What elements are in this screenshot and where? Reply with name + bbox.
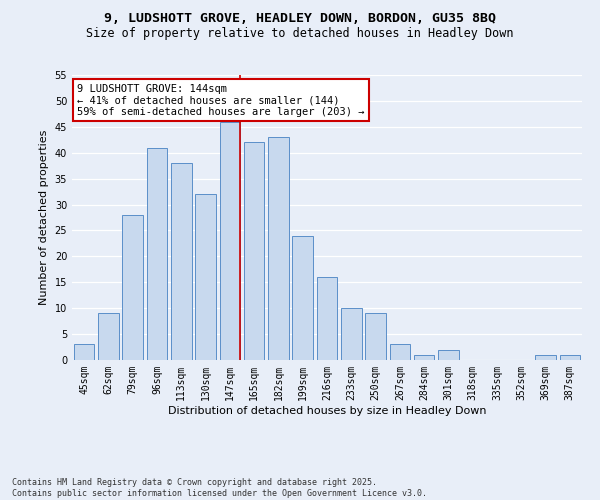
Bar	[74, 344, 94, 360]
Bar	[341, 308, 362, 360]
Bar	[220, 122, 240, 360]
Text: Contains HM Land Registry data © Crown copyright and database right 2025.
Contai: Contains HM Land Registry data © Crown c…	[12, 478, 427, 498]
Text: 9, LUDSHOTT GROVE, HEADLEY DOWN, BORDON, GU35 8BQ: 9, LUDSHOTT GROVE, HEADLEY DOWN, BORDON,…	[104, 12, 496, 26]
X-axis label: Distribution of detached houses by size in Headley Down: Distribution of detached houses by size …	[168, 406, 486, 415]
Bar	[560, 355, 580, 360]
Bar	[98, 314, 119, 360]
Bar	[292, 236, 313, 360]
Bar	[317, 277, 337, 360]
Bar	[171, 163, 191, 360]
Bar	[389, 344, 410, 360]
Bar	[414, 355, 434, 360]
Bar	[268, 137, 289, 360]
Y-axis label: Number of detached properties: Number of detached properties	[39, 130, 49, 305]
Bar	[244, 142, 265, 360]
Text: 9 LUDSHOTT GROVE: 144sqm
← 41% of detached houses are smaller (144)
59% of semi-: 9 LUDSHOTT GROVE: 144sqm ← 41% of detach…	[77, 84, 365, 116]
Bar	[122, 215, 143, 360]
Bar	[195, 194, 216, 360]
Bar	[365, 314, 386, 360]
Bar	[438, 350, 459, 360]
Bar	[535, 355, 556, 360]
Text: Size of property relative to detached houses in Headley Down: Size of property relative to detached ho…	[86, 28, 514, 40]
Bar	[146, 148, 167, 360]
